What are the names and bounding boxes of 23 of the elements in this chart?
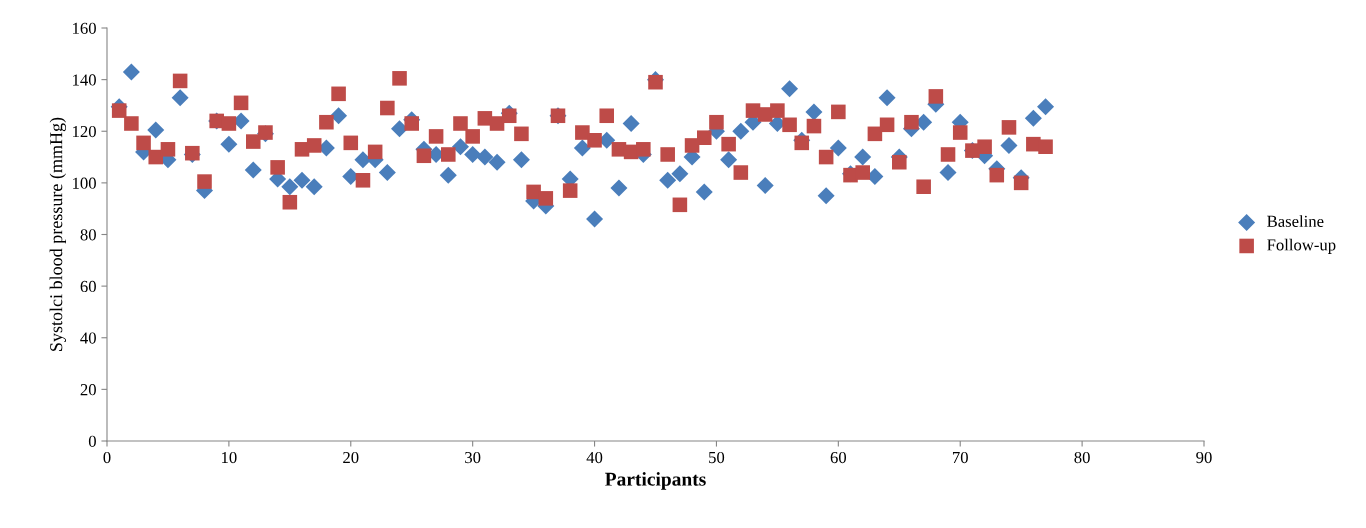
x-tick-label: 50 bbox=[709, 451, 725, 464]
y-tick-label: 40 bbox=[80, 332, 96, 344]
x-tick-label: 0 bbox=[103, 451, 111, 464]
x-tick-label: 30 bbox=[465, 451, 481, 464]
y-tick-label: 0 bbox=[88, 435, 96, 447]
y-axis-title: Systolci blood pressure (mmHg) bbox=[49, 117, 67, 351]
x-tick-label: 90 bbox=[1196, 451, 1212, 464]
x-tick-label: 60 bbox=[830, 451, 847, 464]
x-tick-label: 80 bbox=[1074, 451, 1090, 464]
y-tick-label: 120 bbox=[73, 125, 96, 138]
x-tick-label: 10 bbox=[222, 451, 237, 464]
y-tick-label: 100 bbox=[73, 177, 96, 189]
y-tick-label: 160 bbox=[73, 22, 96, 34]
legend-label: Follow-up bbox=[1267, 238, 1336, 254]
y-tick-label: 140 bbox=[73, 74, 96, 86]
x-tick-label: 40 bbox=[586, 451, 603, 464]
legend-label: Baseline bbox=[1267, 215, 1324, 227]
y-tick-label: 80 bbox=[80, 229, 96, 241]
x-axis-title: Participants bbox=[605, 472, 706, 490]
y-tick-label: 20 bbox=[80, 384, 96, 396]
x-tick-label: 70 bbox=[952, 451, 968, 464]
y-tick-label: 60 bbox=[80, 280, 96, 293]
x-tick-label: 20 bbox=[343, 451, 359, 464]
